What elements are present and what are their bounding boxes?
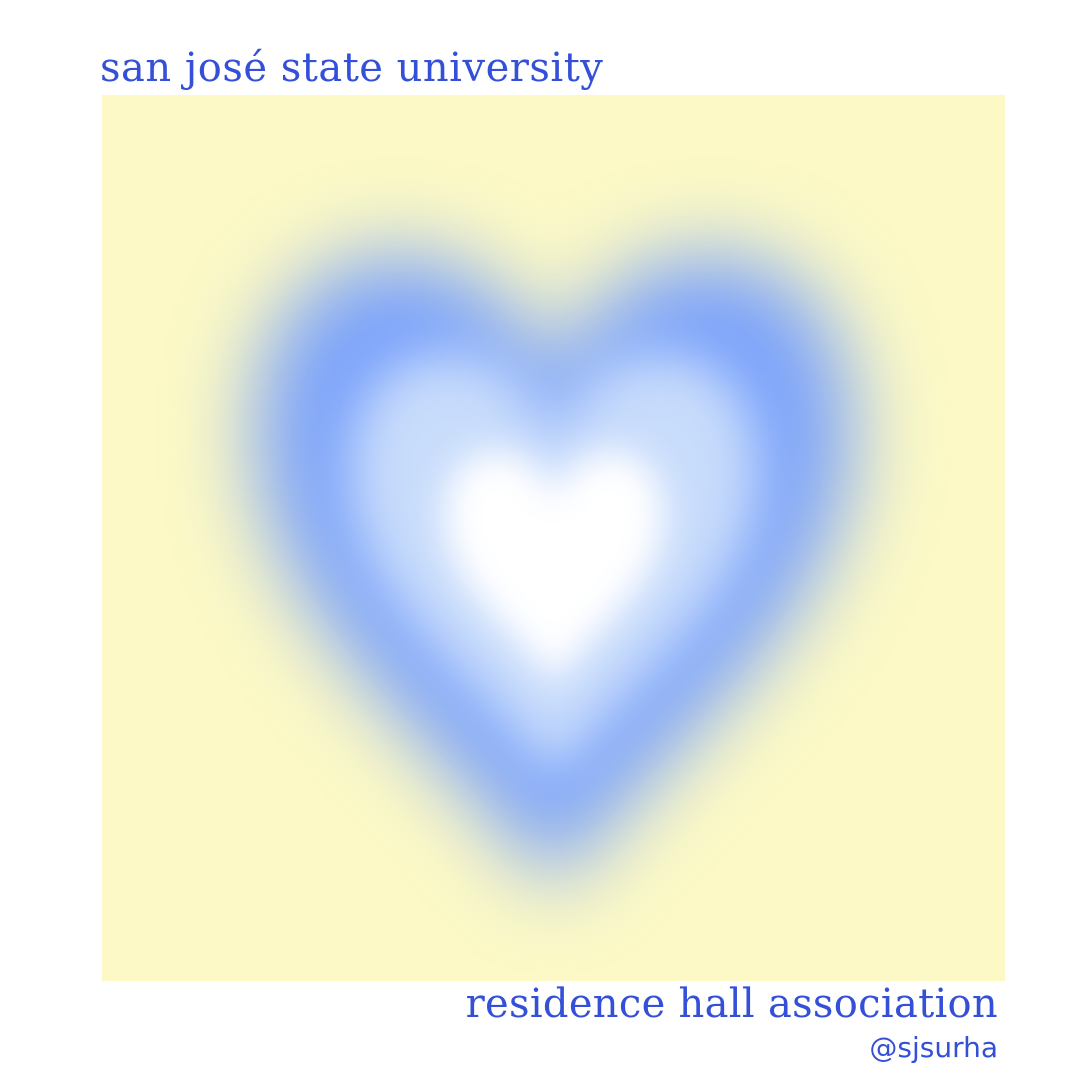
social-handle: @sjsurha <box>869 1031 998 1064</box>
heart-icon <box>102 95 1005 981</box>
aura-heart-artwork <box>102 95 1005 981</box>
university-title: san josé state university <box>100 45 604 91</box>
organization-name: residence hall association <box>465 981 998 1027</box>
